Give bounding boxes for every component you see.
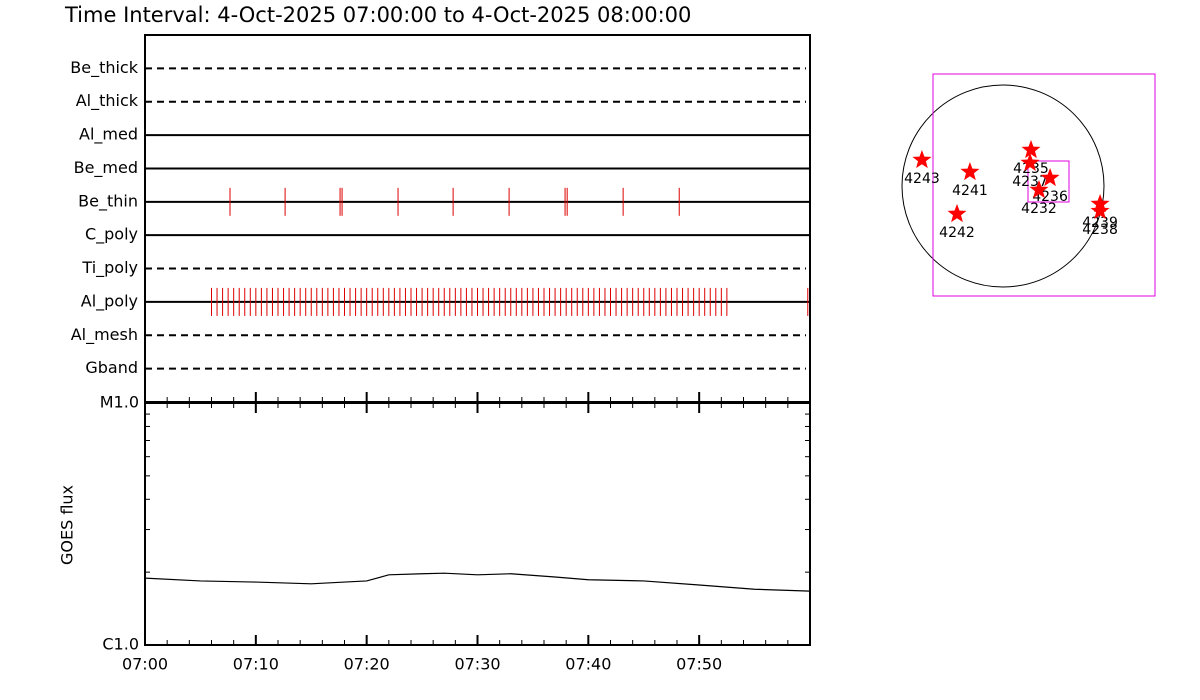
region-marker — [960, 162, 980, 181]
region-label: 4235 — [1013, 161, 1049, 177]
region-label: 4241 — [952, 183, 988, 199]
fov-box-small — [1027, 160, 1070, 203]
row-label: Be_thin — [78, 191, 138, 211]
x-tick-label: 07:10 — [233, 655, 279, 674]
goes-curve — [144, 572, 811, 592]
x-tick-label: 07:00 — [122, 655, 168, 674]
y-tick-label: M1.0 — [100, 393, 139, 412]
row-label: Al_thick — [76, 91, 139, 111]
row-label: Be_med — [74, 158, 138, 178]
row-label: Ti_poly — [81, 258, 138, 278]
row-label: Al_mesh — [71, 325, 138, 345]
region-marker — [1029, 180, 1049, 199]
y-axis-label: GOES flux — [58, 485, 77, 565]
goes-frame — [144, 402, 811, 646]
row-label: Al_med — [79, 125, 138, 145]
region-label: 4242 — [939, 225, 975, 241]
region-label: 4239 — [1082, 215, 1118, 231]
x-tick-label: 07:30 — [454, 655, 500, 674]
region-label: 4238 — [1082, 222, 1118, 238]
row-label: Gband — [85, 358, 138, 377]
region-label: 4243 — [904, 171, 940, 187]
row-label: Be_thick — [70, 58, 138, 78]
region-marker — [1040, 168, 1060, 187]
fov-box — [932, 73, 1156, 297]
x-tick-label: 07:20 — [344, 655, 390, 674]
chart-title: Time Interval: 4-Oct-2025 07:00:00 to 4-… — [64, 3, 691, 27]
timeline-frame — [144, 34, 811, 403]
region-label: 4232 — [1021, 201, 1057, 217]
region-marker — [1021, 140, 1041, 159]
y-tick-label: C1.0 — [102, 635, 139, 654]
x-tick-label: 07:40 — [565, 655, 611, 674]
row-label: C_poly — [85, 225, 138, 245]
solar-disk — [901, 84, 1105, 288]
x-tick-label: 07:50 — [676, 655, 722, 674]
region-marker — [1090, 201, 1110, 220]
row-label: Al_poly — [81, 291, 138, 311]
region-marker — [912, 150, 932, 169]
region-marker — [1020, 152, 1040, 171]
region-marker — [947, 204, 967, 223]
